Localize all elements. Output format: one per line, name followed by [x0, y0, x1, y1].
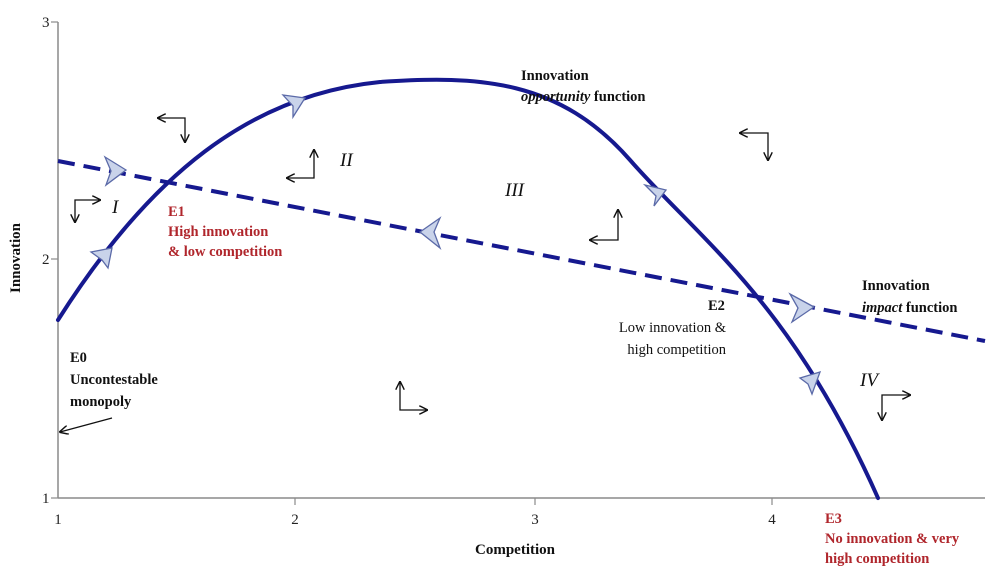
x-tick-label: 4 — [768, 512, 776, 528]
flow-arrow-icon — [882, 395, 910, 420]
e2-desc-line1: Low innovation & — [619, 320, 727, 336]
opportunity-label-line1: Innovation — [521, 68, 589, 84]
flow-arrow-icon — [590, 210, 618, 240]
opportunity-label-line2: opportunity function — [521, 89, 646, 105]
e3-desc-line1: No innovation & very — [825, 531, 960, 547]
y-tick-label: 3 — [42, 15, 50, 31]
flow-arrows — [60, 118, 910, 432]
e3-title: E3 — [825, 511, 842, 527]
flow-arrow-icon — [75, 200, 100, 222]
axes — [51, 21, 985, 505]
impact-label-line2: impact function — [862, 300, 957, 316]
e1-title: E1 — [168, 204, 185, 220]
y-tick-label: 1 — [42, 491, 50, 507]
flow-arrow-icon — [740, 133, 768, 160]
e0-desc-line1: Uncontestable — [70, 372, 158, 388]
chevron-icon — [89, 247, 113, 270]
e2-desc-line2: high competition — [627, 342, 726, 358]
chevron-icon — [418, 216, 442, 250]
x-tick-label: 2 — [291, 512, 299, 528]
chevron-icon — [281, 94, 307, 120]
e3-desc-line2: high competition — [825, 551, 929, 567]
y-tick-label: 2 — [42, 252, 50, 268]
flow-arrow-icon — [287, 150, 314, 178]
flow-arrow-icon — [158, 118, 185, 142]
x-tick-label: 1 — [54, 512, 62, 528]
e1-desc-line1: High innovation — [168, 224, 268, 240]
flow-arrow-icon — [400, 382, 427, 410]
chevron-icon — [798, 371, 822, 396]
x-axis-title: Competition — [475, 542, 556, 558]
region-label-iv: IV — [859, 370, 880, 391]
e1-desc-line2: & low competition — [168, 244, 282, 260]
e0-title: E0 — [70, 350, 87, 366]
chevron-icon — [788, 292, 816, 324]
impact-label-line1: Innovation — [862, 278, 930, 294]
region-label-iii: III — [504, 180, 526, 201]
e2-title: E2 — [708, 298, 725, 314]
innovation-opportunity-curve — [56, 77, 880, 500]
innovation-impact-line — [57, 159, 986, 343]
chevron-icon — [642, 183, 668, 207]
chevron-icon — [103, 155, 128, 187]
x-tick-label: 3 — [531, 512, 539, 528]
region-label-ii: II — [339, 150, 354, 171]
flow-arrow-icon — [60, 417, 113, 432]
y-axis-title: Innovation — [8, 222, 24, 293]
e0-desc-line2: monopoly — [70, 394, 132, 410]
region-label-i: I — [111, 197, 120, 218]
